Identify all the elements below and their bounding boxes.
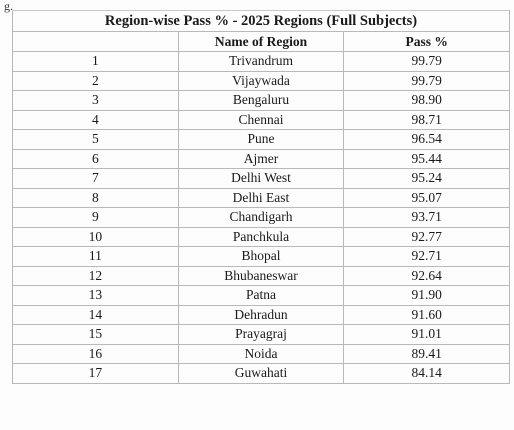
table-row: 7 Delhi West 95.24 xyxy=(12,168,510,189)
pass-percent-cell: 95.07 xyxy=(343,187,510,208)
serial-number-cell: 9 xyxy=(12,207,179,228)
serial-number-cell: 12 xyxy=(12,265,179,286)
pass-percent-cell: 99.79 xyxy=(343,70,510,91)
region-name-cell: Bhopal xyxy=(177,246,345,267)
table-title-row: Region-wise Pass % - 2025 Regions (Full … xyxy=(12,10,510,32)
serial-number-cell: 2 xyxy=(12,70,179,91)
region-name-cell: Patna xyxy=(177,285,345,306)
region-name-cell: Prayagraj xyxy=(177,324,345,345)
serial-number-cell: 17 xyxy=(12,363,179,384)
table-body: 1 Trivandrum 99.79 2 Vijaywada 99.79 3 Bengal… xyxy=(12,51,510,384)
column-header-pass: Pass % xyxy=(343,31,510,52)
column-header-region: Name of Region xyxy=(177,31,345,52)
table-row: 1 Trivandrum 99.79 xyxy=(12,51,510,72)
serial-number-cell: 11 xyxy=(12,246,179,267)
pass-percent-cell: 95.24 xyxy=(343,168,510,189)
region-name-cell: Panchkula xyxy=(177,226,345,247)
page-mark: g. xyxy=(4,0,13,13)
pass-percent-cell: 92.64 xyxy=(343,265,510,286)
serial-number-cell: 8 xyxy=(12,187,179,208)
region-name-cell: Vijaywada xyxy=(177,70,345,91)
serial-number-cell: 14 xyxy=(12,304,179,325)
region-name-cell: Guwahati xyxy=(177,363,345,384)
region-name-cell: Delhi West xyxy=(177,168,345,189)
region-pass-table: Region-wise Pass % - 2025 Regions (Full … xyxy=(12,10,510,384)
table-row: 15 Prayagraj 91.01 xyxy=(12,324,510,345)
pass-percent-cell: 96.54 xyxy=(343,129,510,150)
region-name-cell: Dehradun xyxy=(177,304,345,325)
table-row: 11 Bhopal 92.71 xyxy=(12,246,510,267)
table-row: 2 Vijaywada 99.79 xyxy=(12,70,510,91)
column-header-row: Name of Region Pass % xyxy=(12,31,510,52)
serial-number-cell: 5 xyxy=(12,129,179,150)
region-name-cell: Ajmer xyxy=(177,148,345,169)
region-name-cell: Noida xyxy=(177,343,345,364)
pass-percent-cell: 99.79 xyxy=(343,51,510,72)
table-row: 9 Chandigarh 93.71 xyxy=(12,207,510,228)
pass-percent-cell: 91.01 xyxy=(343,324,510,345)
serial-number-cell: 1 xyxy=(12,51,179,72)
serial-number-cell: 16 xyxy=(12,343,179,364)
table-row: 12 Bhubaneswar 92.64 xyxy=(12,265,510,286)
pass-percent-cell: 91.60 xyxy=(343,304,510,325)
pass-percent-cell: 84.14 xyxy=(343,363,510,384)
region-name-cell: Chennai xyxy=(177,109,345,130)
pass-percent-cell: 93.71 xyxy=(343,207,510,228)
table-row: 16 Noida 89.41 xyxy=(12,343,510,364)
pass-percent-cell: 92.77 xyxy=(343,226,510,247)
serial-number-cell: 10 xyxy=(12,226,179,247)
pass-percent-cell: 89.41 xyxy=(343,343,510,364)
serial-number-cell: 4 xyxy=(12,109,179,130)
serial-number-cell: 3 xyxy=(12,90,179,111)
column-header-serial xyxy=(12,31,179,52)
table-row: 4 Chennai 98.71 xyxy=(12,109,510,130)
table-row: 17 Guwahati 84.14 xyxy=(12,363,510,384)
region-name-cell: Delhi East xyxy=(177,187,345,208)
serial-number-cell: 7 xyxy=(12,168,179,189)
pass-percent-cell: 91.90 xyxy=(343,285,510,306)
table-row: 13 Patna 91.90 xyxy=(12,285,510,306)
table-row: 5 Pune 96.54 xyxy=(12,129,510,150)
table-row: 14 Dehradun 91.60 xyxy=(12,304,510,325)
region-name-cell: Chandigarh xyxy=(177,207,345,228)
pass-percent-cell: 98.90 xyxy=(343,90,510,111)
pass-percent-cell: 92.71 xyxy=(343,246,510,267)
region-name-cell: Bengaluru xyxy=(177,90,345,111)
table-row: 6 Ajmer 95.44 xyxy=(12,148,510,169)
region-name-cell: Bhubaneswar xyxy=(177,265,345,286)
serial-number-cell: 6 xyxy=(12,148,179,169)
table-row: 8 Delhi East 95.07 xyxy=(12,187,510,208)
pass-percent-cell: 98.71 xyxy=(343,109,510,130)
serial-number-cell: 13 xyxy=(12,285,179,306)
region-name-cell: Pune xyxy=(177,129,345,150)
pass-percent-cell: 95.44 xyxy=(343,148,510,169)
serial-number-cell: 15 xyxy=(12,324,179,345)
table-title: Region-wise Pass % - 2025 Regions (Full … xyxy=(12,10,510,32)
table-row: 10 Panchkula 92.77 xyxy=(12,226,510,247)
region-name-cell: Trivandrum xyxy=(177,51,345,72)
table-row: 3 Bengaluru 98.90 xyxy=(12,90,510,111)
